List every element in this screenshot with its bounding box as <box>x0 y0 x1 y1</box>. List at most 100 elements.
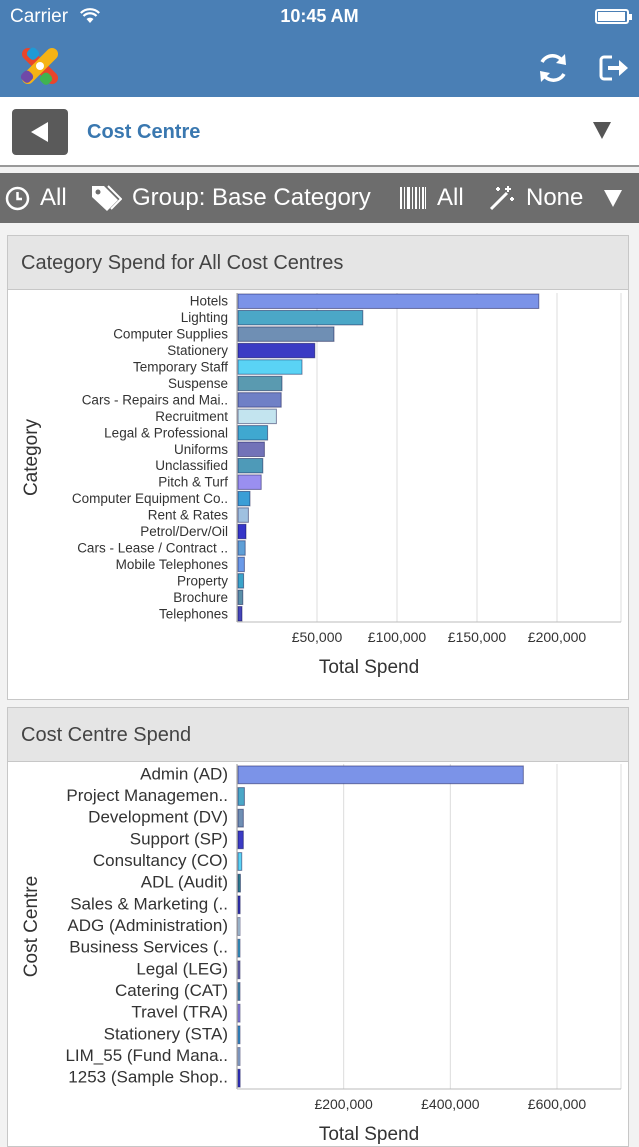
bar[interactable] <box>237 938 241 958</box>
bar[interactable] <box>237 830 244 850</box>
bar[interactable] <box>237 540 246 556</box>
category-label: Recruitment <box>155 409 228 424</box>
status-bar: Carrier 10:45 AM <box>0 0 639 34</box>
back-button[interactable] <box>12 109 68 155</box>
category-label: Computer Equipment Co.. <box>72 491 228 506</box>
y-axis-title: Category <box>21 418 42 496</box>
bar[interactable] <box>237 375 283 392</box>
category-label: Admin (AD) <box>140 764 228 783</box>
category-label: Petrol/Derv/Oil <box>140 524 228 539</box>
bar[interactable] <box>237 457 264 474</box>
category-label: Stationery <box>167 343 228 358</box>
category-label: Project Managemen.. <box>66 786 228 805</box>
category-label: 1253 (Sample Shop.. <box>68 1068 228 1087</box>
wifi-icon <box>80 8 100 23</box>
category-label: Stationery (STA) <box>104 1024 228 1043</box>
x-axis-title: Total Spend <box>319 657 419 678</box>
category-label: Legal & Professional <box>104 425 228 440</box>
clock-icon <box>5 186 30 210</box>
category-label: Travel (TRA) <box>131 1003 228 1022</box>
bar[interactable] <box>237 293 540 309</box>
barcode-filter[interactable]: All <box>400 173 464 223</box>
x-tick-label: £150,000 <box>448 629 507 645</box>
category-label: Development (DV) <box>88 808 228 827</box>
category-label: ADL (Audit) <box>141 873 228 892</box>
x-tick-label: £100,000 <box>368 629 427 645</box>
bar[interactable] <box>237 808 244 828</box>
x-tick-label: £50,000 <box>292 629 343 645</box>
effect-filter-label: None <box>526 184 584 211</box>
bar[interactable] <box>237 1025 241 1045</box>
bar[interactable] <box>237 359 303 375</box>
bar[interactable] <box>237 895 241 915</box>
bar[interactable] <box>237 960 241 980</box>
bar[interactable] <box>237 982 241 1001</box>
category-label: Support (SP) <box>130 829 228 848</box>
bar[interactable] <box>237 556 245 573</box>
barcode-icon <box>400 187 426 209</box>
filter-dropdown-icon[interactable] <box>604 190 622 207</box>
app-logo-icon <box>20 47 59 85</box>
tags-icon <box>92 185 122 211</box>
carrier-label: Carrier <box>10 6 69 27</box>
chevron-down-icon[interactable] <box>593 122 611 139</box>
clock: 10:45 AM <box>280 6 359 26</box>
bar[interactable] <box>237 490 251 507</box>
group-filter-label: Group: Base Category <box>132 184 371 211</box>
bar[interactable] <box>237 606 243 622</box>
bar[interactable] <box>237 589 244 606</box>
bar[interactable] <box>237 342 316 359</box>
bar[interactable] <box>237 1047 241 1066</box>
category-label: Business Services (.. <box>69 938 228 957</box>
x-tick-label: £600,000 <box>528 1096 587 1112</box>
x-axis-title: Total Spend <box>319 1124 419 1145</box>
time-filter[interactable]: All <box>5 173 67 223</box>
category-label: Pitch & Turf <box>158 475 228 490</box>
category-label: Suspense <box>168 376 228 391</box>
bar[interactable] <box>237 917 241 936</box>
category-label: Rent & Rates <box>148 508 229 523</box>
cost-centre-spend-title: Cost Centre Spend <box>8 708 628 762</box>
bar[interactable] <box>237 441 265 458</box>
category-spend-panel: Category Spend for All Cost Centres £50,… <box>7 235 629 700</box>
cost-centre-spend-chart[interactable]: £200,000 £400,000 £600,000 Admin (AD) Projec… <box>8 762 628 1147</box>
bar[interactable] <box>237 852 243 871</box>
logout-icon[interactable] <box>598 52 630 84</box>
category-spend-title: Category Spend for All Cost Centres <box>8 236 628 290</box>
bar[interactable] <box>237 1003 241 1023</box>
effect-filter[interactable]: None <box>488 173 583 223</box>
x-tick-label: £200,000 <box>528 629 587 645</box>
category-label: Computer Supplies <box>113 327 228 342</box>
bar[interactable] <box>237 873 241 893</box>
category-spend-chart[interactable]: £50,000 £100,000 £150,000 £200,000 HotelsLig… <box>8 290 628 699</box>
battery-icon <box>595 9 632 24</box>
bar[interactable] <box>237 1068 241 1088</box>
time-filter-label: All <box>40 184 67 211</box>
bar[interactable] <box>237 787 245 806</box>
category-label: Catering (CAT) <box>115 981 228 1000</box>
bar[interactable] <box>237 425 269 441</box>
app-bar <box>0 34 639 97</box>
x-tick-label: £200,000 <box>314 1096 373 1112</box>
bar[interactable] <box>237 408 277 425</box>
bar[interactable] <box>237 309 364 326</box>
bar[interactable] <box>237 474 262 490</box>
group-filter[interactable]: Group: Base Category <box>90 173 371 223</box>
category-label: Lighting <box>181 310 228 325</box>
bar[interactable] <box>237 523 247 540</box>
category-label: Brochure <box>173 590 228 605</box>
category-label: Unclassified <box>155 458 228 473</box>
bar[interactable] <box>237 573 245 589</box>
category-label: Cars - Lease / Contract .. <box>77 540 228 555</box>
category-label: Consultancy (CO) <box>93 851 228 870</box>
bar[interactable] <box>237 392 282 408</box>
magic-wand-icon <box>489 186 514 211</box>
category-label: Legal (LEG) <box>136 959 228 978</box>
refresh-icon[interactable] <box>535 50 571 86</box>
category-label: Telephones <box>159 606 228 621</box>
bar[interactable] <box>237 765 524 785</box>
bar[interactable] <box>237 507 249 523</box>
bar[interactable] <box>237 326 335 342</box>
x-tick-label: £400,000 <box>421 1096 480 1112</box>
category-label: Property <box>177 573 228 588</box>
